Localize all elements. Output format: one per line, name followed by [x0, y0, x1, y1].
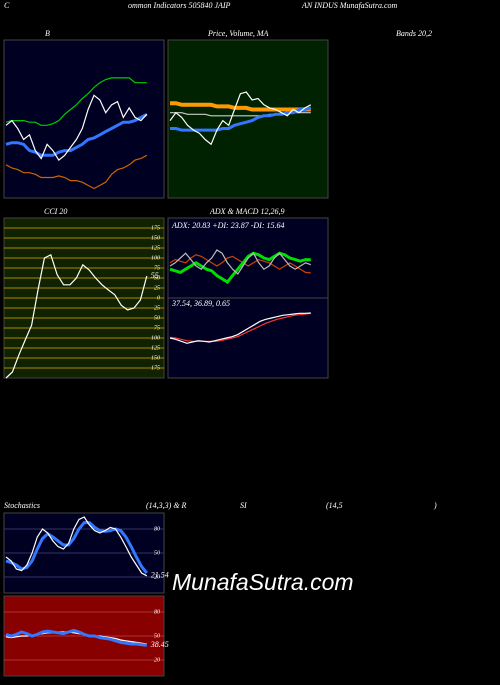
panel-title: Stochastics [4, 501, 40, 510]
y-tick-label: 80 [154, 526, 160, 532]
watermark: MunafaSutra.com [172, 569, 354, 595]
series-line [169, 251, 311, 284]
panel-title: SI [240, 501, 247, 510]
header-text: AN INDUS MunafaSutra.com [301, 1, 398, 10]
panel [167, 297, 329, 379]
y-tick-label: 125 [151, 345, 160, 351]
series-line [170, 101, 311, 112]
series-line [5, 521, 148, 574]
y-tick-label: 20 [154, 574, 160, 580]
panel-title: B [45, 29, 50, 38]
panel-title: ) [433, 501, 437, 510]
y-tick-label: 100 [151, 335, 160, 341]
panel [167, 39, 329, 199]
panel-title: (14,5 [326, 501, 343, 510]
panel-title: ADX: 20.83 +DI: 23.87 -DI: 15.64 [171, 221, 285, 230]
series-line [5, 112, 148, 157]
series-line [169, 91, 312, 146]
y-tick-label: 175 [151, 365, 160, 371]
y-tick-label: 50 [154, 275, 160, 281]
y-tick-label: 0 [157, 295, 160, 301]
value-label: 38.45 [150, 640, 169, 649]
panel-title: CCI 20 [44, 207, 67, 216]
y-tick-label: 100 [151, 255, 160, 261]
y-tick-label: 150 [151, 355, 160, 361]
y-tick-label: 50 [154, 633, 160, 639]
panel-title: Bands 20,2 [396, 29, 432, 38]
y-tick-label: 25 [154, 285, 160, 291]
series-line [169, 249, 312, 275]
header-text: ommon Indicators 505840 JAIP [128, 1, 231, 10]
value-label: 21.54 [151, 571, 169, 580]
panel-title: 37.54, 36.89, 0.65 [171, 299, 230, 308]
y-tick-label: 50 [154, 315, 160, 321]
series-line [170, 112, 311, 117]
y-tick-label: 25 [154, 305, 160, 311]
series-line [169, 254, 311, 274]
y-tick-label: 175 [151, 225, 160, 231]
y-tick-label: 20 [154, 657, 160, 663]
header-text: C [4, 1, 10, 10]
y-tick-label: 125 [151, 245, 160, 251]
series-line [5, 154, 148, 190]
panel-title: (14,3,3) & R [146, 501, 187, 510]
series-line [5, 628, 147, 647]
series-line [5, 77, 147, 126]
y-tick-label: 50 [154, 550, 160, 556]
panel-title: Price, Volume, MA [207, 29, 269, 38]
y-tick-label: 150 [151, 235, 160, 241]
y-tick-label: 80 [154, 609, 160, 615]
series-line [5, 516, 148, 577]
series-line [169, 312, 311, 344]
series-line [5, 253, 148, 379]
value-label: 55 [151, 271, 159, 280]
y-tick-label: 75 [154, 325, 160, 331]
series-line [5, 94, 148, 161]
panel-title: ADX & MACD 12,26,9 [209, 207, 284, 216]
y-tick-label: 75 [154, 265, 160, 271]
